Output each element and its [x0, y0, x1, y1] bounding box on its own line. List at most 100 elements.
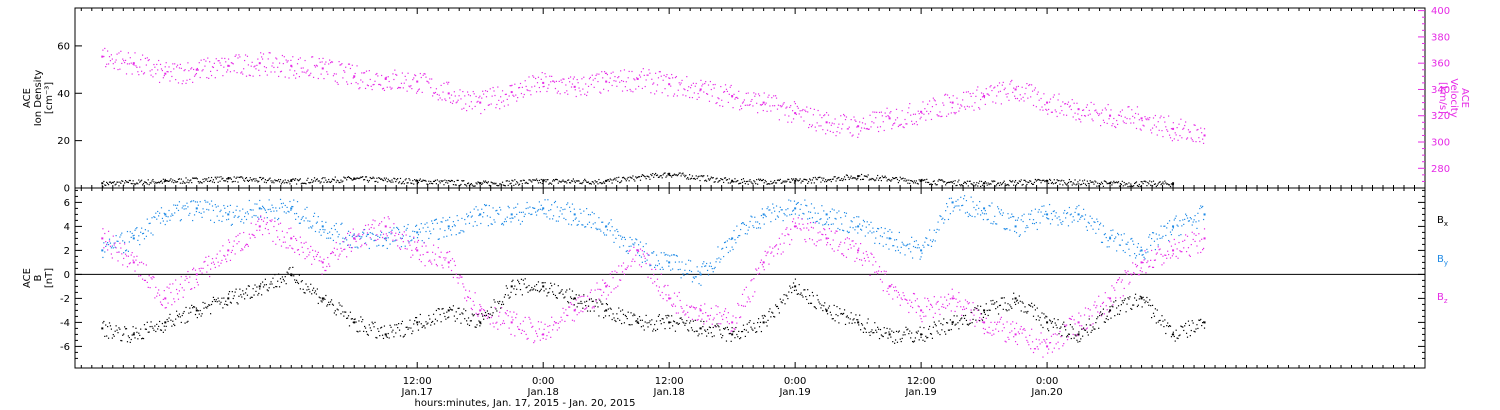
velocity-trace-dot	[775, 97, 778, 99]
bz-trace-dot	[327, 256, 329, 259]
ion-density-trace-dot	[547, 179, 549, 181]
bz-trace-dot	[299, 236, 301, 238]
by-trace-dot	[923, 246, 925, 248]
ion-density-trace-dot	[318, 180, 320, 182]
bz-trace-dot	[766, 252, 768, 254]
by-trace-dot	[1167, 222, 1169, 224]
bz-point	[479, 309, 482, 312]
ion-density-trace-dot	[191, 181, 193, 184]
velocity-trace-dot	[1053, 94, 1055, 96]
ion-density-trace-dot	[261, 177, 264, 179]
bz-trace-dot	[318, 260, 320, 262]
bz-trace-dot	[507, 315, 509, 317]
bz-trace-dot	[699, 308, 701, 310]
bz-trace-dot	[320, 260, 322, 262]
by-trace-dot	[637, 244, 640, 246]
by-trace-dot	[1203, 214, 1206, 216]
by-trace-dot	[937, 221, 939, 223]
velocity-trace-dot	[501, 90, 504, 92]
by-trace-dot	[590, 226, 592, 229]
ion-density-trace-dot	[938, 178, 940, 181]
velocity-trace-dot	[188, 70, 190, 72]
bz-trace-dot	[196, 281, 198, 283]
by-trace-dot	[796, 202, 798, 204]
bz-trace-dot	[614, 270, 616, 272]
by-trace-dot	[108, 238, 111, 240]
bz-trace-dot	[184, 279, 186, 281]
by-trace-dot	[1157, 244, 1159, 246]
ion-density-trace-dot	[960, 185, 962, 187]
by-trace-dot	[962, 198, 965, 200]
ion-density-trace-dot	[617, 180, 619, 183]
bz-trace-dot	[665, 294, 667, 296]
ion-density-trace-dot	[327, 181, 329, 183]
ion-density-trace-dot	[572, 178, 574, 180]
by-trace-dot	[653, 251, 655, 253]
velocity-trace-dot	[273, 66, 275, 69]
by-trace-dot	[256, 203, 258, 205]
velocity-trace-dot	[659, 71, 661, 73]
bz-trace-dot	[102, 228, 104, 230]
ion-density-trace-dot	[818, 176, 820, 178]
ion-density-trace-dot	[604, 180, 607, 182]
ion-density-trace-dot	[843, 178, 845, 180]
velocity-trace-dot	[1139, 128, 1141, 130]
ion-density-trace-dot	[347, 176, 350, 178]
bz-trace-dot	[767, 251, 769, 253]
by-trace-dot	[606, 229, 609, 231]
by-trace-dot	[864, 235, 866, 237]
by-trace-dot	[1115, 236, 1117, 238]
bz-trace-dot	[572, 304, 574, 306]
bz-trace-dot	[140, 275, 142, 277]
velocity-trace-dot	[227, 58, 230, 60]
ion-density-trace-dot	[185, 177, 187, 179]
velocity-trace-dot	[1021, 86, 1023, 88]
by-trace-dot	[276, 210, 278, 212]
velocity-trace-dot	[643, 74, 645, 76]
bz-trace-dot	[790, 228, 792, 230]
by-trace-dot	[736, 225, 738, 227]
velocity-trace-dot	[1203, 128, 1206, 130]
ion-density-trace-dot	[453, 181, 455, 183]
velocity-trace-dot	[743, 99, 746, 101]
by-trace-dot	[535, 211, 537, 213]
by-trace-dot	[727, 251, 729, 254]
velocity-trace-dot	[1167, 130, 1169, 132]
by-trace-dot	[1171, 229, 1173, 231]
ion-density-trace-dot	[742, 178, 745, 180]
bz-trace-dot	[634, 260, 636, 263]
bz-trace-dot	[437, 247, 439, 249]
by-trace-dot	[718, 257, 720, 259]
ion-density-trace-dot	[1138, 183, 1140, 186]
bz-trace-dot	[680, 306, 682, 308]
ion-density-trace-dot	[932, 180, 934, 183]
ion-density-trace-dot	[928, 181, 930, 184]
velocity-trace-dot	[1031, 84, 1033, 86]
ion-density-trace-dot	[219, 180, 221, 182]
ion-density-trace-dot	[622, 176, 625, 178]
velocity-trace-dot	[233, 70, 235, 72]
ion-density-trace-dot	[768, 183, 770, 185]
ion-density-trace-dot	[911, 180, 914, 183]
bz-trace-dot	[430, 261, 432, 263]
bz-trace-dot	[525, 333, 527, 336]
velocity-trace-dot	[1077, 113, 1079, 115]
by-trace-dot	[835, 218, 837, 220]
by-trace-dot	[467, 215, 470, 217]
bz-trace-dot	[344, 248, 346, 250]
velocity-trace-dot	[709, 80, 711, 83]
by-point	[983, 207, 986, 210]
by-trace-dot	[910, 251, 912, 253]
bz-trace-dot	[621, 271, 624, 273]
velocity-trace-dot	[455, 102, 457, 104]
ion-density-trace-dot	[283, 182, 285, 184]
bz-trace-dot	[234, 253, 236, 255]
ion-density-trace-dot	[105, 184, 107, 187]
velocity-trace-dot	[789, 106, 791, 108]
bz-trace-dot	[203, 261, 205, 263]
velocity-trace-dot	[860, 127, 863, 129]
bz-trace-dot	[314, 250, 317, 252]
ion-density-trace-dot	[552, 179, 555, 181]
ion-density-trace-dot	[658, 176, 660, 178]
by-trace-dot	[1017, 217, 1019, 219]
